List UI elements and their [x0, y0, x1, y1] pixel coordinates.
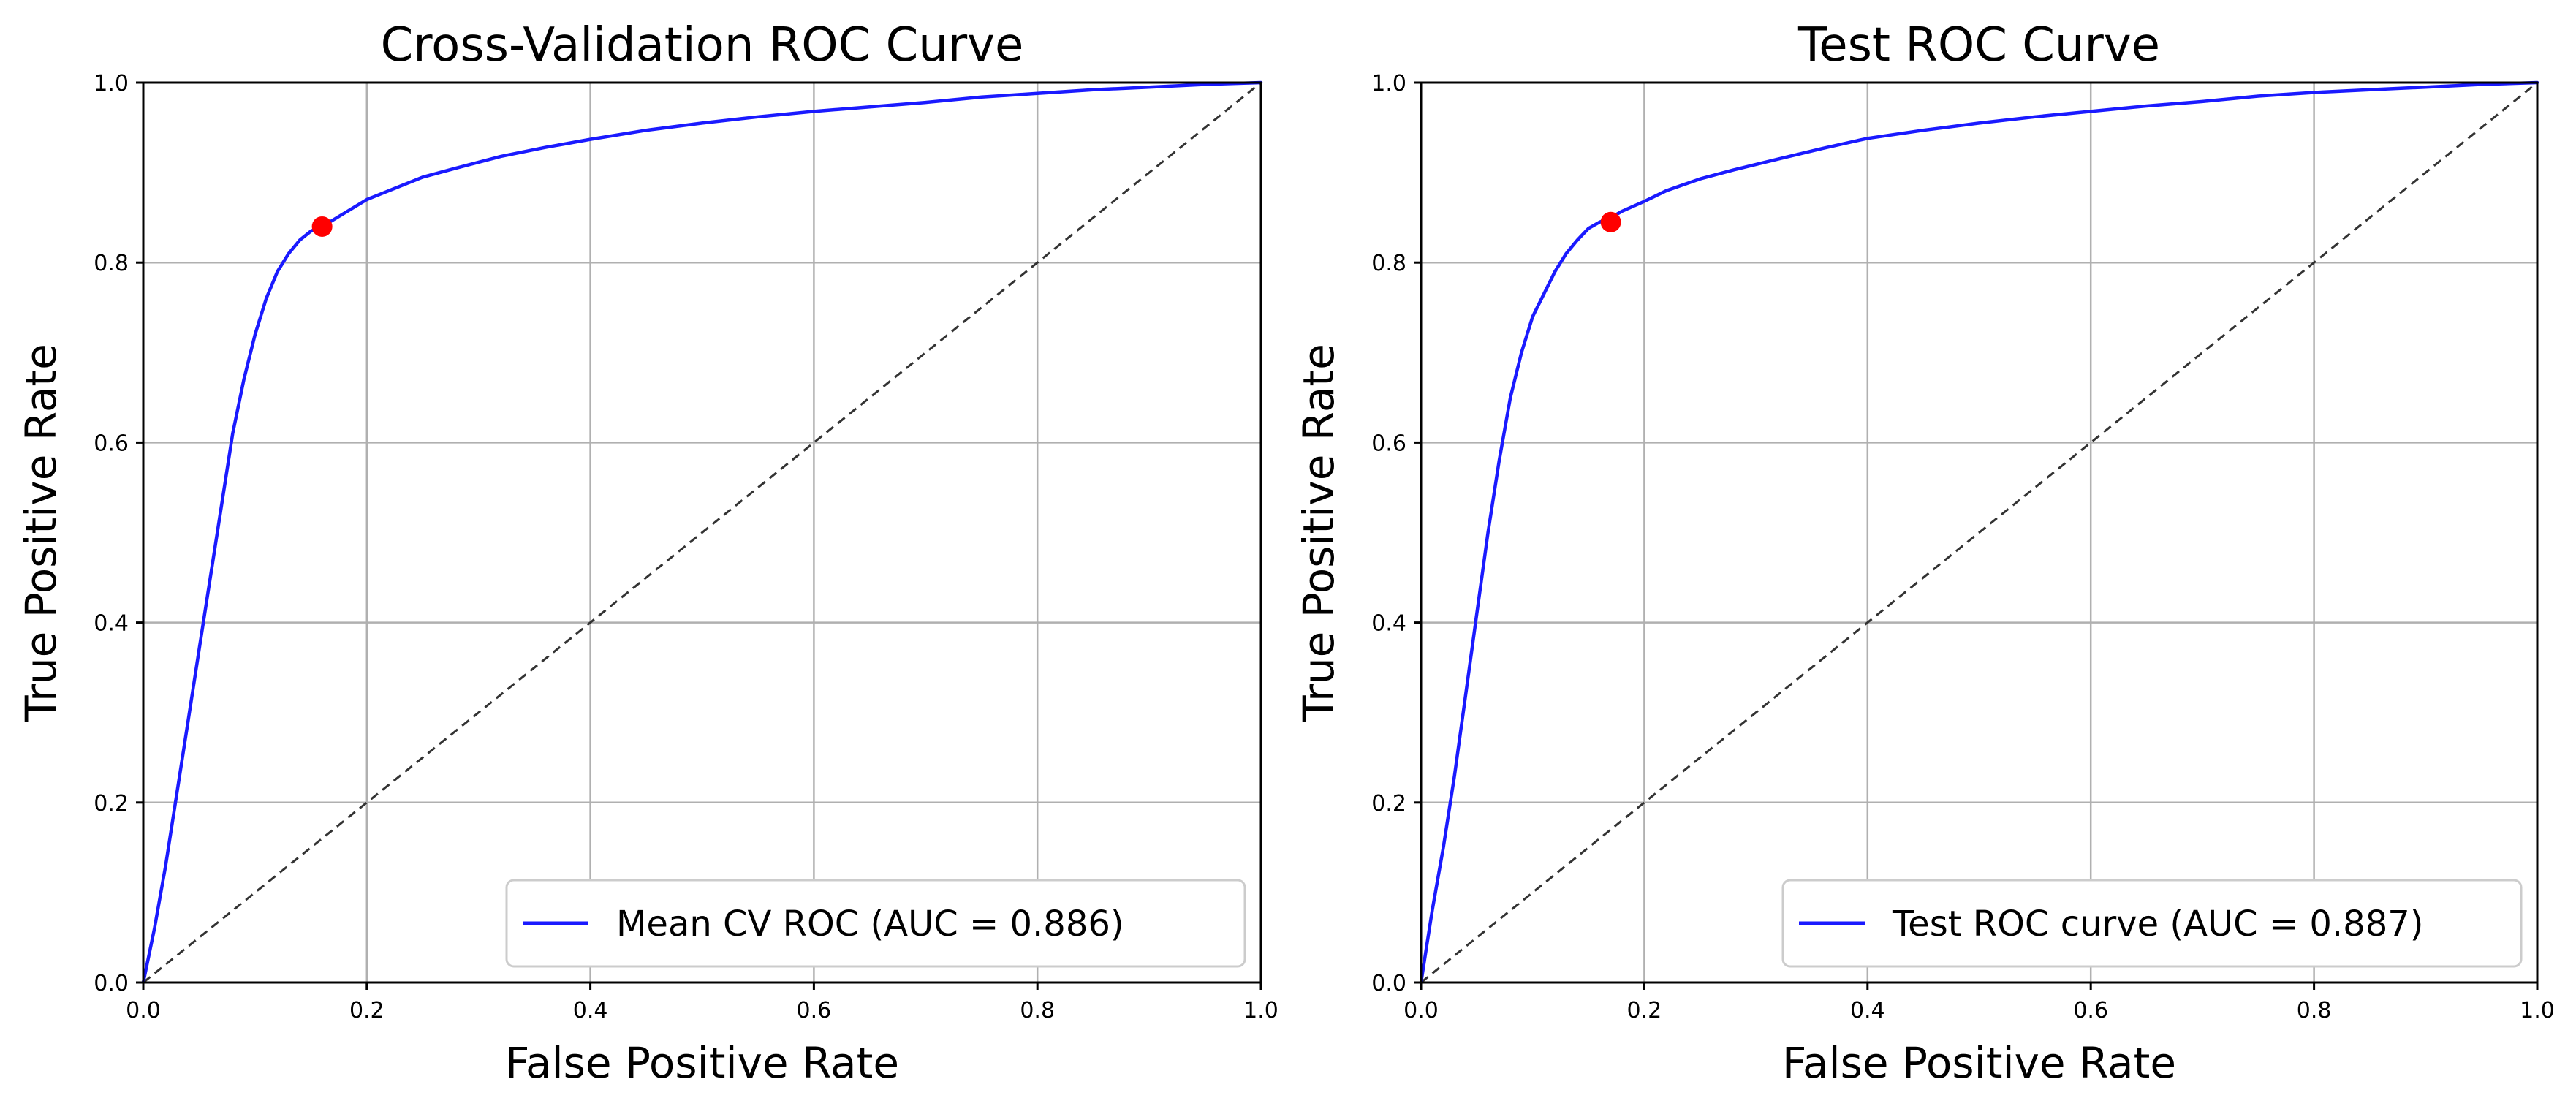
y-axis-label: True Positive Rate	[1294, 344, 1344, 722]
legend: Mean CV ROC (AUC = 0.886)	[505, 879, 1246, 968]
plot-area-frame	[1420, 81, 2539, 984]
x-tick-label: 0.8	[2297, 998, 2332, 1023]
legend-label: Test ROC curve (AUC = 0.887)	[1892, 904, 2424, 944]
x-tick-label: 0.2	[1627, 998, 1662, 1023]
y-tick-label: 0.6	[1371, 431, 1406, 456]
chart-title: Cross-Validation ROC Curve	[381, 18, 1024, 72]
x-tick-label: 0.8	[1020, 998, 1055, 1023]
chance-line	[143, 81, 1262, 984]
chart-title: Test ROC Curve	[1797, 18, 2160, 72]
y-tick-label: 0.4	[1371, 611, 1406, 637]
y-tick-label: 0.4	[94, 611, 129, 637]
optimal-threshold-point	[1600, 211, 1621, 232]
x-tick-label: 1.0	[1243, 998, 1278, 1023]
plot-area-frame	[142, 81, 1262, 984]
x-axis-label: False Positive Rate	[1782, 1038, 2176, 1088]
optimal-threshold-point	[311, 216, 333, 237]
roc-panel-1: 0.0 0.2 0.4 0.6 0.8 1.0 0.0 0.2 0.4 0.6 0.8 1.0 Cros…	[16, 18, 1278, 1088]
x-tick-label: 0.0	[126, 998, 161, 1023]
y-tick-label: 0.0	[1371, 971, 1406, 996]
x-tick-label: 1.0	[2520, 998, 2555, 1023]
legend-box	[1781, 879, 2523, 968]
y-tick-label: 0.2	[1371, 791, 1406, 817]
legend: Test ROC curve (AUC = 0.887)	[1781, 879, 2523, 968]
roc-curve-line	[141, 80, 1263, 985]
roc-curve-line	[1419, 80, 2539, 985]
y-axis-label: True Positive Rate	[16, 344, 66, 722]
chance-line	[1420, 81, 2538, 984]
x-tick-label: 0.4	[1850, 998, 1885, 1023]
x-tick-label: 0.6	[2073, 998, 2108, 1023]
y-tick-label: 1.0	[94, 71, 129, 96]
y-tick-label: 0.8	[94, 251, 129, 276]
x-tick-label: 0.6	[797, 998, 832, 1023]
y-tick-label: 1.0	[1371, 71, 1406, 96]
x-tick-label: 0.0	[1403, 998, 1439, 1023]
legend-label: Mean CV ROC (AUC = 0.886)	[616, 904, 1124, 944]
x-tick-label: 0.2	[349, 998, 384, 1023]
x-tick-label: 0.4	[573, 998, 608, 1023]
y-tick-label: 0.0	[94, 971, 129, 996]
roc-panel-2: 0.0 0.2 0.4 0.6 0.8 1.0 0.0 0.2 0.4 0.6 0.8 1.0 Test…	[1294, 18, 2555, 1088]
y-tick-label: 0.2	[94, 791, 129, 817]
y-tick-label: 0.8	[1371, 251, 1406, 276]
legend-box	[505, 879, 1246, 968]
x-axis-label: False Positive Rate	[505, 1038, 899, 1088]
y-tick-label: 0.6	[94, 431, 129, 456]
